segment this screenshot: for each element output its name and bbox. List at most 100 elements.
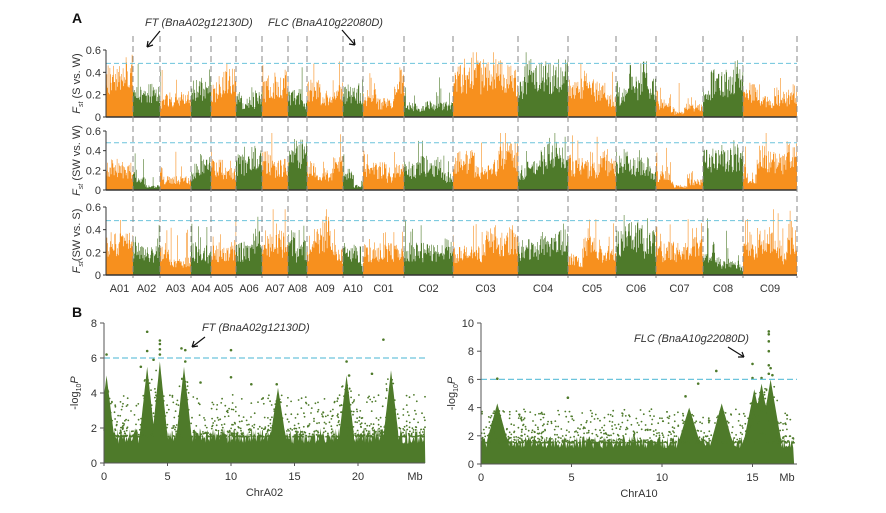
snp-point	[541, 441, 544, 444]
snp-point	[119, 414, 122, 417]
snp-point	[166, 423, 169, 426]
snp-point	[278, 423, 281, 426]
snp-peak	[767, 330, 771, 333]
snp-point	[136, 432, 138, 434]
snp-point	[703, 439, 706, 442]
snp-point	[144, 405, 147, 408]
snp-point	[666, 411, 668, 413]
snp-point	[773, 396, 775, 399]
fst-track-C08	[703, 218, 744, 275]
snp-point	[744, 415, 746, 417]
snp-point	[788, 435, 791, 438]
snp-point	[608, 420, 611, 423]
snp-point	[489, 441, 491, 443]
snp-point	[524, 410, 527, 413]
snp-point	[297, 422, 300, 425]
snp-point	[488, 433, 490, 436]
snp-point	[163, 431, 166, 434]
snp-point	[578, 441, 581, 444]
snp-point	[180, 400, 183, 403]
snp-point	[778, 422, 780, 425]
snp-point	[260, 398, 263, 400]
snp-point	[187, 415, 190, 418]
snp-point	[385, 424, 388, 426]
snp-point	[540, 432, 543, 435]
snp-point	[201, 435, 204, 437]
snp-point	[333, 433, 335, 436]
snp-point	[527, 429, 530, 432]
snp-point	[510, 423, 513, 426]
snp-point	[579, 436, 582, 439]
y-tick-label: 0.2	[86, 165, 101, 177]
snp-point	[120, 408, 123, 411]
snp-point	[145, 435, 148, 438]
snp-point	[302, 433, 305, 436]
chromosome-label-C08: C08	[713, 283, 733, 295]
snp-peak	[382, 338, 385, 341]
snp-point	[538, 440, 540, 443]
snp-point	[758, 414, 761, 417]
snp-point	[248, 423, 250, 426]
snp-point	[777, 436, 780, 438]
snp-point	[541, 413, 544, 415]
snp-point	[269, 435, 272, 438]
snp-point	[725, 427, 728, 430]
snp-point	[203, 432, 206, 435]
snp-point	[564, 410, 567, 413]
fst-track-C07	[656, 219, 704, 275]
snp-point	[381, 405, 384, 408]
snp-point	[763, 426, 766, 429]
snp-point	[729, 439, 731, 442]
snp-point	[607, 413, 610, 416]
snp-point	[489, 416, 492, 419]
snp-point	[765, 408, 767, 411]
snp-point	[770, 412, 772, 415]
snp-point	[627, 441, 630, 444]
snp-point	[308, 424, 310, 427]
snp-point	[293, 435, 295, 438]
snp-point	[356, 429, 359, 432]
snp-point	[755, 416, 758, 419]
snp-point	[587, 429, 590, 432]
snp-point	[513, 438, 516, 441]
snp-point	[236, 432, 238, 435]
snp-point	[775, 436, 778, 438]
snp-point	[203, 417, 205, 419]
snp-point	[338, 420, 340, 422]
snp-point	[175, 403, 178, 406]
snp-point	[154, 426, 157, 428]
snp-point	[713, 438, 716, 441]
snp-point	[144, 379, 146, 381]
snp-point	[248, 431, 251, 433]
snp-point	[522, 418, 525, 421]
snp-peak	[229, 348, 233, 352]
snp-point	[372, 429, 374, 432]
chromosome-label-A08: A08	[288, 283, 308, 295]
snp-point	[210, 407, 213, 410]
snp-peak	[771, 373, 774, 377]
snp-point	[424, 395, 426, 398]
snp-point	[160, 435, 163, 437]
snp-point	[594, 428, 597, 431]
snp-point	[230, 427, 233, 430]
snp-point	[348, 407, 350, 410]
snp-point	[212, 403, 215, 406]
fst-track-C02	[404, 219, 454, 275]
snp-point	[734, 441, 736, 444]
snp-point	[154, 423, 157, 425]
snp-point	[238, 426, 240, 429]
snp-point	[504, 441, 507, 444]
snp-point	[616, 441, 619, 443]
snp-point	[502, 441, 504, 443]
snp-point	[662, 434, 664, 436]
snp-point	[639, 409, 642, 411]
snp-point	[342, 415, 345, 418]
snp-point	[217, 419, 220, 421]
snp-point	[567, 421, 570, 423]
snp-point	[716, 416, 718, 419]
snp-point	[619, 425, 622, 428]
snp-point	[568, 410, 571, 413]
snp-point	[277, 417, 280, 419]
snp-point	[154, 431, 157, 433]
snp-point	[698, 440, 700, 443]
